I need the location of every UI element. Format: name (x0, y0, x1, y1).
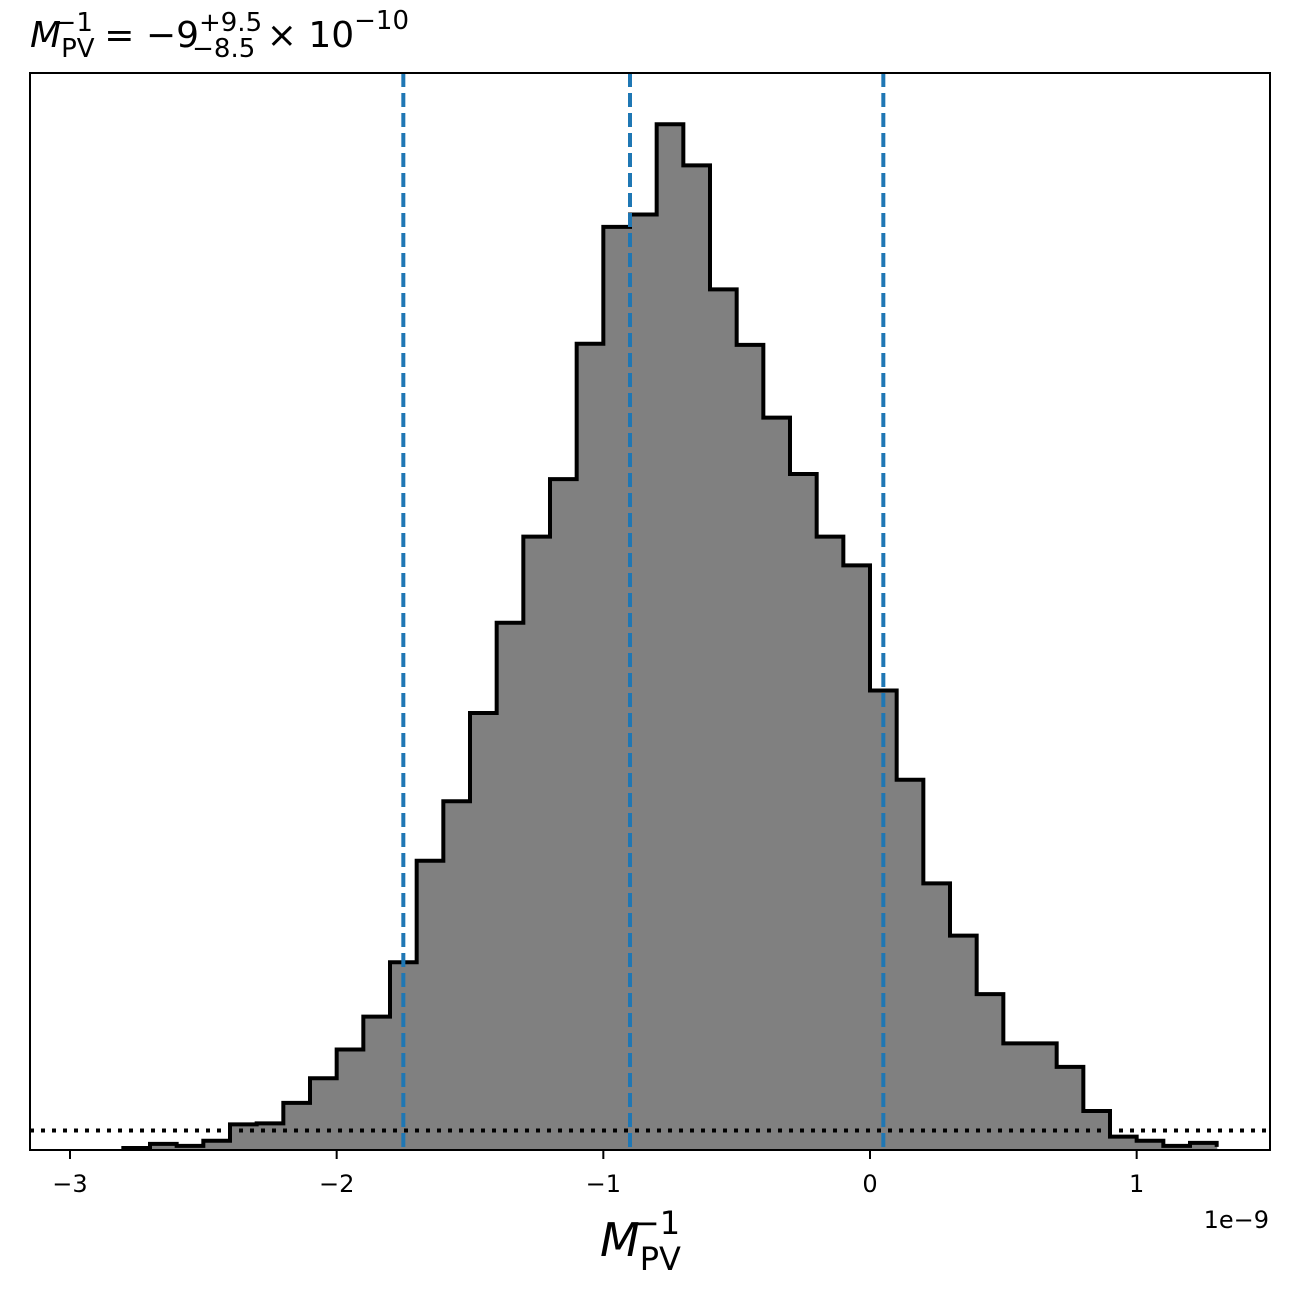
title-symbol: M (30, 15, 61, 56)
histogram-bar (1056, 1066, 1084, 1150)
histogram-bar (763, 417, 791, 1150)
histogram-bar (576, 343, 604, 1150)
x-axis-ticks: −3 −2 −1 0 1 (52, 1150, 1144, 1198)
x-tick-label: −1 (586, 1170, 621, 1198)
histogram-bar (523, 536, 551, 1150)
histogram-bar (816, 536, 844, 1150)
x-axis-offset-label: 1e−9 (1204, 1206, 1269, 1234)
histogram-bar (310, 1078, 338, 1150)
histogram-bar (736, 344, 764, 1150)
histogram-bar (416, 860, 444, 1150)
x-tick-label: 1 (1129, 1170, 1144, 1198)
histogram-bar (1030, 1043, 1058, 1150)
histogram-bar (923, 883, 951, 1150)
x-axis-label: MPV−1 (600, 1204, 681, 1278)
histogram-bar (1163, 1145, 1191, 1150)
histogram-bar (1003, 1043, 1031, 1150)
title-superscript: −1 (55, 8, 93, 38)
histogram-bar (256, 1123, 284, 1150)
histogram-bar (203, 1140, 231, 1150)
histogram-bar (363, 1016, 391, 1150)
histogram-bar (496, 622, 524, 1150)
xlabel-superscript: −1 (633, 1204, 680, 1242)
xlabel-symbol: M (600, 1213, 640, 1267)
histogram-bar (150, 1143, 178, 1150)
histogram-bar (976, 994, 1004, 1150)
title-times: × 10 (255, 15, 354, 56)
histogram-bar (230, 1124, 258, 1150)
title-lower-error: −8.5 (192, 34, 255, 64)
x-tick-label: −2 (319, 1170, 354, 1198)
title-upper-error: +9.5 (199, 8, 262, 38)
histogram-bar (630, 214, 658, 1150)
histogram-outline (121, 122, 1219, 1150)
title-equals: = −9 (93, 15, 199, 56)
histogram-bar (843, 565, 871, 1150)
reference-lines (30, 73, 1270, 1150)
histogram-bar (176, 1145, 204, 1150)
title-exponent: −10 (354, 6, 409, 36)
histogram-bar (710, 289, 738, 1150)
histogram-bar (283, 1102, 311, 1150)
histogram-bar (656, 124, 684, 1150)
histogram-bar (603, 226, 631, 1150)
chart-title: MPV−1 = −9+9.5 −8.5 × 10−10 (30, 6, 409, 64)
histogram-bar (950, 935, 978, 1150)
plot-frame (29, 72, 1271, 1151)
histogram-bar (896, 779, 924, 1150)
histogram-bar (336, 1049, 364, 1150)
title-subscript: PV (61, 34, 95, 64)
histogram-bar (1190, 1142, 1218, 1150)
histogram-bar (550, 479, 578, 1150)
histogram-bar (790, 474, 818, 1150)
histogram-bar (1110, 1136, 1138, 1150)
histogram-bar (443, 801, 471, 1150)
histogram-bar (470, 713, 498, 1150)
histogram-bar (1136, 1140, 1164, 1150)
histogram-layer (121, 122, 1219, 1151)
xlabel-subscript: PV (640, 1240, 681, 1278)
x-tick-label: 0 (862, 1170, 877, 1198)
x-tick-label: −3 (52, 1170, 87, 1198)
histogram-bar (683, 165, 711, 1151)
